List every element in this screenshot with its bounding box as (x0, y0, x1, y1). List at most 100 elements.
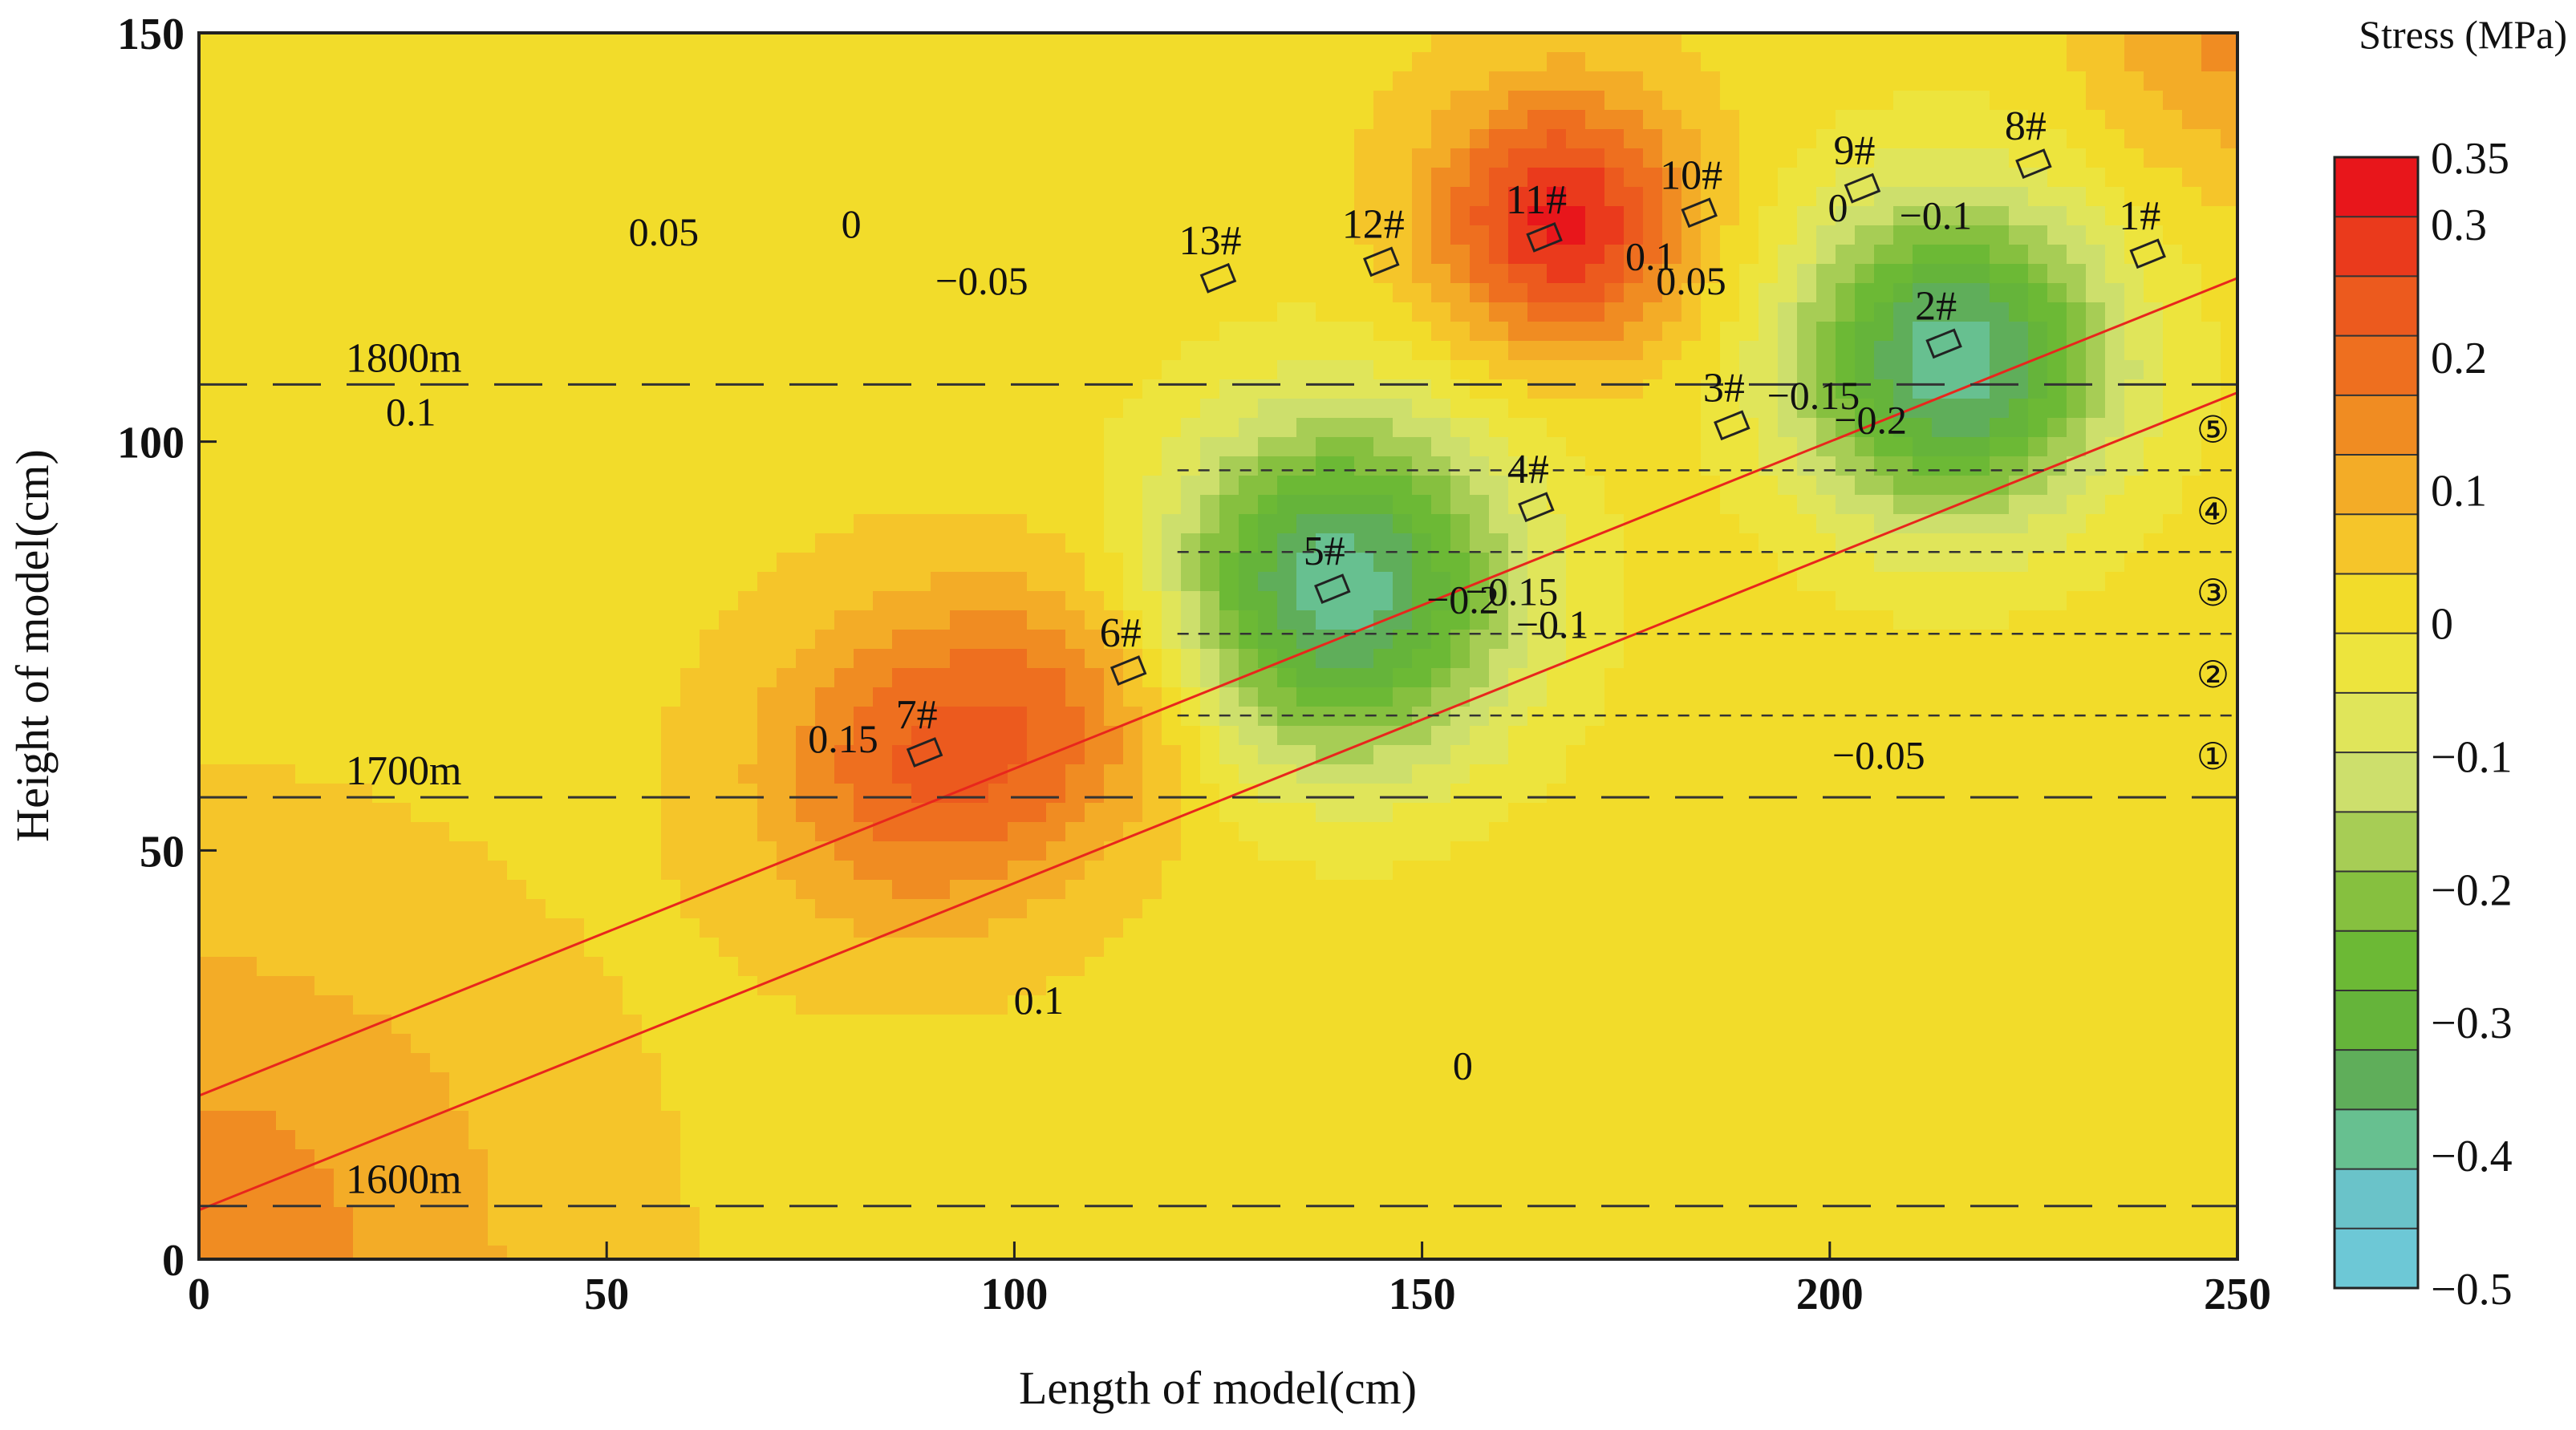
field-cell (1604, 976, 1625, 996)
field-cell (1142, 880, 1162, 900)
field-cell (834, 33, 854, 53)
field-cell (314, 110, 335, 130)
field-cell (603, 553, 623, 573)
field-cell (815, 71, 835, 91)
field-cell (257, 71, 277, 91)
field-cell (334, 322, 354, 342)
field-cell (411, 687, 431, 707)
field-cell (1604, 726, 1625, 746)
field-cell (1681, 533, 1702, 553)
field-cell (1470, 360, 1490, 380)
field-cell (237, 687, 258, 707)
field-cell (1219, 841, 1239, 861)
field-cell (1681, 899, 1702, 919)
field-cell (1489, 880, 1509, 900)
field-cell (1123, 225, 1143, 245)
field-cell (334, 1226, 354, 1246)
field-cell (796, 591, 816, 611)
field-cell (565, 1149, 585, 1169)
field-cell (969, 225, 989, 245)
field-cell (1277, 957, 1297, 977)
field-cell (276, 437, 296, 457)
field-cell (988, 610, 1008, 630)
field-cell (237, 514, 258, 534)
field-cell (796, 764, 816, 784)
field-cell (199, 245, 219, 265)
field-cell (661, 476, 681, 496)
field-cell (1354, 591, 1374, 611)
field-cell (661, 726, 681, 746)
field-cell (738, 938, 758, 958)
field-cell (642, 456, 662, 476)
field-cell (738, 379, 758, 399)
field-cell (757, 1034, 777, 1054)
field-cell (757, 302, 777, 322)
field-cell (1065, 803, 1085, 823)
field-cell (334, 726, 354, 746)
field-cell (1450, 168, 1471, 188)
field-cell (969, 52, 989, 72)
field-cell (295, 245, 315, 265)
field-cell (526, 33, 546, 53)
field-cell (1566, 379, 1586, 399)
field-cell (411, 764, 431, 784)
field-cell (1585, 456, 1605, 476)
field-cell (950, 553, 970, 573)
field-cell (911, 322, 931, 342)
field-cell (1046, 110, 1066, 130)
field-cell (757, 456, 777, 476)
field-cell (1527, 1092, 1548, 1112)
field-cell (1547, 399, 1567, 419)
field-cell (931, 495, 951, 515)
field-cell (469, 514, 489, 534)
field-cell (1489, 379, 1509, 399)
field-cell (1200, 1034, 1220, 1054)
field-cell (565, 33, 585, 53)
field-cell (1354, 861, 1374, 881)
field-cell (969, 707, 989, 727)
field-cell (1470, 803, 1490, 823)
field-cell (353, 1053, 373, 1073)
field-cell (1643, 1130, 1663, 1150)
field-cell (1489, 1111, 1509, 1131)
field-cell (237, 110, 258, 130)
field-cell (873, 1169, 893, 1189)
field-cell (680, 707, 700, 727)
field-cell (873, 553, 893, 573)
field-cell (1239, 187, 1259, 207)
field-cell (1373, 668, 1393, 688)
field-cell (1219, 110, 1239, 130)
field-cell (911, 707, 931, 727)
field-cell (469, 91, 489, 111)
field-cell (642, 495, 662, 515)
field-cell (815, 1188, 835, 1208)
field-cell (642, 264, 662, 284)
field-cell (911, 52, 931, 72)
field-cell (1008, 379, 1028, 399)
field-cell (603, 187, 623, 207)
field-cell (353, 1149, 373, 1169)
field-cell (1239, 476, 1259, 496)
field-cell (1354, 514, 1374, 534)
field-cell (1046, 649, 1066, 669)
field-cell (507, 687, 527, 707)
field-cell (257, 880, 277, 900)
field-cell (1258, 495, 1278, 515)
field-cell (411, 71, 431, 91)
field-cell (931, 1226, 951, 1246)
field-cell (1527, 1188, 1548, 1208)
field-cell (565, 283, 585, 303)
field-cell (526, 880, 546, 900)
field-cell (295, 687, 315, 707)
field-cell (1393, 572, 1413, 592)
field-cell (1450, 1130, 1471, 1150)
field-cell (1643, 322, 1663, 342)
field-cell (372, 784, 392, 804)
field-cell (1373, 302, 1393, 322)
field-cell (1547, 1015, 1567, 1035)
field-cell (391, 514, 412, 534)
field-cell (757, 495, 777, 515)
field-cell (449, 553, 469, 573)
field-cell (757, 168, 777, 188)
field-cell (237, 861, 258, 881)
